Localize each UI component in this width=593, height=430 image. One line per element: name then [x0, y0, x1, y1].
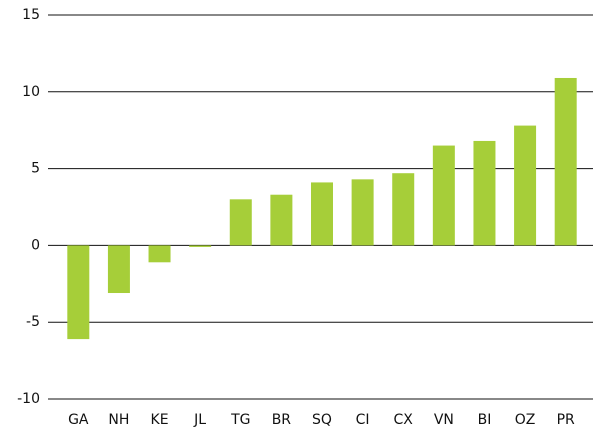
bar — [229, 199, 252, 246]
bar — [189, 245, 212, 247]
bar — [514, 125, 537, 246]
bar — [554, 77, 577, 246]
bar — [67, 245, 90, 340]
bar — [311, 182, 333, 246]
x-tick-label: SQ — [312, 412, 332, 428]
bar — [392, 173, 415, 246]
x-tick-label: CI — [356, 412, 370, 428]
x-tick-label: OZ — [515, 412, 536, 428]
x-tick-label: KE — [151, 412, 169, 428]
bar — [351, 179, 374, 246]
bar — [432, 145, 455, 246]
y-tick-label: 0 — [31, 237, 40, 253]
x-tick-label: GA — [68, 412, 89, 428]
bar — [148, 245, 171, 263]
x-tick-label: NH — [108, 412, 129, 428]
y-tick-label: 10 — [22, 84, 40, 100]
y-tick-label: -10 — [17, 391, 40, 407]
bar — [107, 245, 130, 294]
x-tick-label: VN — [434, 412, 454, 428]
x-tick-label: PR — [557, 412, 575, 428]
bar — [270, 194, 293, 246]
bar — [473, 140, 496, 246]
x-tick-label: JL — [193, 412, 206, 428]
y-tick-label: 5 — [31, 161, 40, 177]
x-tick-label: CX — [394, 412, 414, 428]
y-tick-label: -5 — [26, 314, 40, 330]
x-tick-label: BI — [478, 412, 492, 428]
x-tick-label: TG — [230, 412, 250, 428]
y-tick-label: 15 — [22, 7, 40, 23]
x-tick-label: BR — [272, 412, 292, 428]
